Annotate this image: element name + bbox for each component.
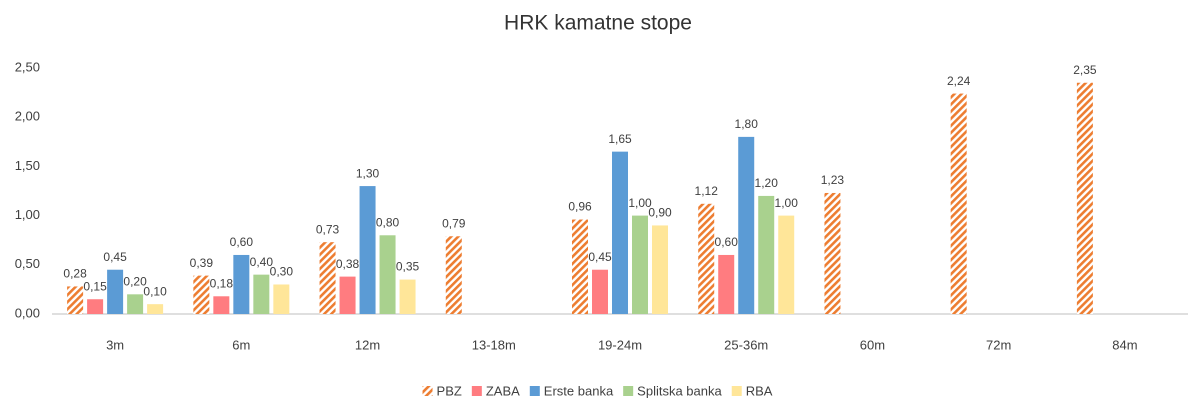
value-label: 0,45 [588,250,612,264]
bar [147,304,164,314]
value-label: 0,40 [250,255,274,269]
bar [233,254,250,314]
x-tick-label: 72m [986,337,1011,352]
value-label: 1,23 [821,173,845,187]
bar [1076,82,1093,314]
bar [273,284,290,314]
value-label: 0,35 [396,260,420,274]
bar [193,275,210,314]
legend-label: ZABA [486,383,520,398]
value-label: 1,00 [775,196,799,210]
legend-swatch [422,386,433,396]
bar [107,269,124,314]
bar [738,136,755,314]
value-label: 0,10 [143,284,167,298]
bar [572,219,588,314]
value-label: 0,28 [63,267,87,281]
bar [127,294,144,314]
value-label: 0,15 [83,279,107,293]
bar [758,195,775,314]
y-tick-label: 2,50 [15,59,40,74]
x-tick-label: 19-24m [598,337,642,352]
value-label: 2,24 [947,74,971,88]
bar [632,215,648,314]
bar [824,192,841,314]
legend-swatch [623,386,634,396]
value-label: 1,00 [628,196,652,210]
legend-label: PBZ [437,383,462,398]
legend-swatch [471,386,482,396]
value-label: 0,60 [715,235,739,249]
value-label: 0,60 [230,235,254,249]
value-label: 0,38 [336,257,360,271]
value-label: 1,65 [608,132,632,146]
value-label: 1,80 [735,117,759,131]
bar [379,235,396,314]
legend-label: RBA [746,383,773,398]
value-label: 0,39 [190,256,214,270]
y-tick-label: 1,50 [15,158,40,173]
bar [87,299,104,314]
value-label: 2,35 [1073,63,1097,77]
value-label: 0,45 [103,250,127,264]
bar [592,269,608,314]
value-label: 0,80 [376,215,400,229]
legend-swatch [731,386,742,396]
legend-label: Splitska banka [637,383,722,398]
x-tick-label: 84m [1112,337,1137,352]
value-label: 0,18 [210,276,234,290]
value-label: 0,79 [442,216,466,230]
y-tick-label: 1,00 [15,207,40,222]
bar [652,225,668,314]
value-label: 0,96 [568,200,592,214]
value-label: 1,30 [356,166,380,180]
bar [399,279,416,314]
value-label: 0,73 [316,222,340,236]
chart-title: HRK kamatne stope [504,12,692,35]
legend-swatch [529,386,540,396]
y-tick-label: 0,50 [15,256,40,271]
value-label: 1,20 [755,176,779,190]
bar [612,151,628,314]
bar [67,286,84,314]
x-tick-label: 3m [106,337,124,352]
value-label: 0,20 [123,274,147,288]
x-tick-label: 25-36m [724,337,768,352]
legend-label: Erste banka [544,383,614,398]
bar [319,242,336,314]
bar [253,274,270,314]
bar [950,93,967,314]
bar [778,215,795,314]
bar [339,276,356,314]
value-label: 0,30 [270,265,294,279]
bar [445,236,462,314]
x-tick-label: 6m [232,337,250,352]
bar [698,203,715,314]
value-label: 1,12 [695,184,719,198]
value-label: 0,90 [648,206,672,220]
y-tick-label: 2,00 [15,109,40,124]
x-tick-label: 13-18m [472,337,516,352]
y-tick-label: 0,00 [15,305,40,320]
bar [213,296,230,314]
x-tick-label: 60m [860,337,885,352]
x-tick-label: 12m [355,337,380,352]
bar [359,186,376,314]
bar [718,254,735,314]
